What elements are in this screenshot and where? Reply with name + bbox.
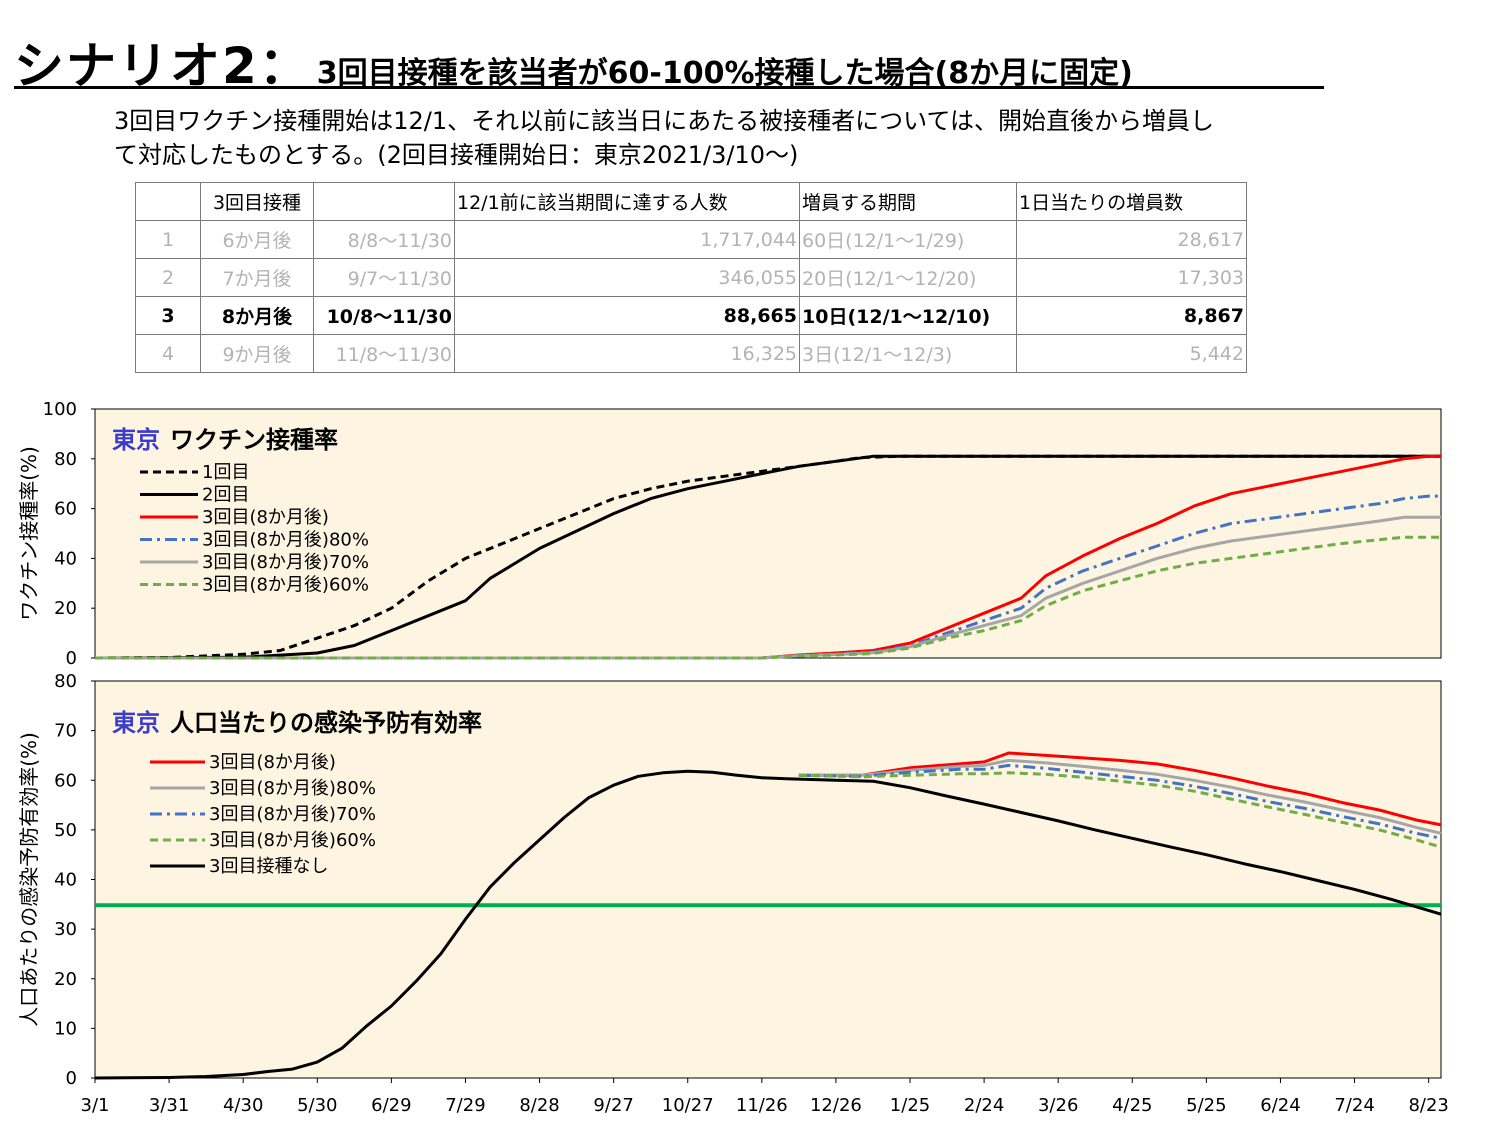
title-sub: 3回目接種を該当者が60-100%接種した場合(8か月に固定)	[316, 56, 1133, 91]
series-line	[798, 771, 1442, 849]
table-cell: 8/8〜11/30	[313, 220, 455, 259]
scenario-note: 3回目ワクチン接種開始は12/1、それ以前に該当日にあたる被接種者については、開…	[114, 107, 1214, 169]
table-cell: 6か月後	[200, 220, 314, 259]
chart-title-text: ワクチン接種率	[170, 426, 338, 454]
x-tick-label: 2/24	[964, 1095, 1004, 1116]
table-header-cell: 12/1前に該当期間に達する人数	[454, 182, 800, 221]
x-tick-label: 7/24	[1334, 1095, 1374, 1116]
x-tick-label: 10/27	[662, 1095, 714, 1116]
infection-prevention-panel: 0 10 20 30 40 50 60 70 80 人口あたりの感染予防有効率(%) 3/1 3/31…	[17, 671, 1449, 1116]
x-tick-label: 7/29	[445, 1095, 485, 1116]
table-cell: 4	[135, 334, 201, 373]
legend-label: 3回目(8か月後)60%	[209, 830, 376, 851]
series-line	[94, 454, 1441, 660]
y-tick-label: 0	[66, 1068, 77, 1089]
legend-label: 3回目(8か月後)80%	[202, 530, 369, 551]
table-cell: 9/7〜11/30	[313, 258, 455, 297]
series-line	[95, 535, 1441, 660]
series-line	[798, 763, 1442, 840]
y-tick-label: 50	[54, 820, 77, 841]
chart-title-city: 東京	[112, 709, 160, 737]
table-header-cell: 1日当たりの増員数	[1016, 182, 1247, 221]
legend-label: 3回目(8か月後)70%	[209, 804, 376, 825]
chart-title: 東京 ワクチン接種率	[112, 426, 338, 454]
y-tick-label: 40	[54, 870, 77, 891]
y-tick-label: 70	[54, 721, 77, 742]
legend-label: 3回目(8か月後)	[209, 752, 336, 773]
table-cell: 88,665	[454, 296, 800, 335]
series-line	[798, 758, 1442, 835]
x-tick-label: 4/25	[1112, 1095, 1152, 1116]
legend-label: 3回目接種なし	[209, 856, 328, 877]
legend-label: 3回目(8か月後)60%	[202, 575, 369, 596]
y-tick-label: 20	[54, 969, 77, 990]
table-cell: 28,617	[1016, 220, 1247, 259]
legend-label: 2回目	[202, 485, 249, 506]
table-header-cell: 増員する期間	[799, 182, 1017, 221]
chart-title-text: 人口当たりの感染予防有効率	[170, 709, 482, 737]
table-cell: 16,325	[454, 334, 800, 373]
table-cell: 11/8〜11/30	[313, 334, 455, 373]
y-tick-label: 40	[54, 548, 77, 569]
x-tick-label: 1/25	[890, 1095, 930, 1116]
x-tick-label: 9/27	[593, 1095, 633, 1116]
x-tick-label: 4/30	[223, 1095, 263, 1116]
table-cell: 3	[135, 296, 201, 335]
y-tick-label: 60	[54, 499, 77, 520]
y-tick-label: 10	[54, 1018, 77, 1039]
page-title: シナリオ2： 3回目接種を該当者が60-100%接種した場合(8か月に固定)	[14, 26, 1133, 98]
title-main: シナリオ2：	[14, 37, 311, 95]
title-underline	[14, 86, 1324, 89]
plot-area	[94, 680, 1442, 1079]
x-tick-label: 12/26	[810, 1095, 862, 1116]
series-line	[94, 769, 1442, 1080]
x-tick-label: 8/28	[519, 1095, 559, 1116]
legend-label: 3回目(8か月後)	[202, 507, 329, 528]
table-header-row: 3回目接種 12/1前に該当期間に達する人数 増員する期間 1日当たりの増員数	[135, 182, 1247, 221]
legend-label: 1回目	[202, 462, 249, 483]
chart-title-city: 東京	[112, 426, 160, 454]
table-cell: 2	[135, 258, 201, 297]
y-axis-label: 人口あたりの感染予防有効率(%)	[17, 732, 41, 1027]
x-tick-label: 3/1	[81, 1095, 110, 1116]
y-tick-label: 0	[66, 648, 77, 669]
legend-label: 3回目(8か月後)70%	[202, 552, 369, 573]
chart-title: 東京 人口当たりの感染予防有効率	[112, 709, 482, 737]
x-tick-label: 11/26	[736, 1095, 788, 1116]
y-tick-label: 60	[54, 770, 77, 791]
x-tick-label: 8/23	[1408, 1095, 1448, 1116]
x-tick-label: 6/24	[1260, 1095, 1300, 1116]
y-tick-label: 20	[54, 598, 77, 619]
table-header-cell	[313, 182, 455, 221]
x-tick-label: 3/26	[1038, 1095, 1078, 1116]
y-tick-label: 80	[54, 449, 77, 470]
table-cell: 5,442	[1016, 334, 1247, 373]
booster-staffing-table: 3回目接種 12/1前に該当期間に達する人数 増員する期間 1日当たりの増員数 …	[135, 182, 1247, 373]
x-tick-label: 5/30	[297, 1095, 337, 1116]
table-row: 4 9か月後 11/8〜11/30 16,325 3日(12/1〜12/3) 5…	[135, 334, 1247, 373]
y-axis-label: ワクチン接種率(%)	[17, 446, 41, 621]
table-row-highlighted: 3 8か月後 10/8〜11/30 88,665 10日(12/1〜12/10)…	[135, 296, 1247, 335]
table-cell: 346,055	[454, 258, 800, 297]
legend-label: 3回目(8か月後)80%	[209, 778, 376, 799]
series-line	[798, 751, 1442, 827]
table-cell: 20日(12/1〜12/20)	[799, 258, 1017, 297]
y-tick-label: 30	[54, 919, 77, 940]
table-cell: 10/8〜11/30	[313, 296, 455, 335]
table-cell: 1,717,044	[454, 220, 800, 259]
plot-area	[94, 408, 1442, 659]
series-line	[95, 515, 1441, 660]
table-cell: 10日(12/1〜12/10)	[799, 296, 1017, 335]
table-cell: 9か月後	[200, 334, 314, 373]
y-tick-label: 80	[54, 671, 77, 692]
table-row: 2 7か月後 9/7〜11/30 346,055 20日(12/1〜12/20)…	[135, 258, 1247, 297]
x-tick-label: 6/29	[371, 1095, 411, 1116]
table-cell: 60日(12/1〜1/29)	[799, 220, 1017, 259]
x-tick-label: 3/31	[149, 1095, 189, 1116]
table-row: 1 6か月後 8/8〜11/30 1,717,044 60日(12/1〜1/29…	[135, 220, 1247, 259]
y-tick-label: 100	[43, 399, 77, 420]
x-tick-label: 5/25	[1186, 1095, 1226, 1116]
